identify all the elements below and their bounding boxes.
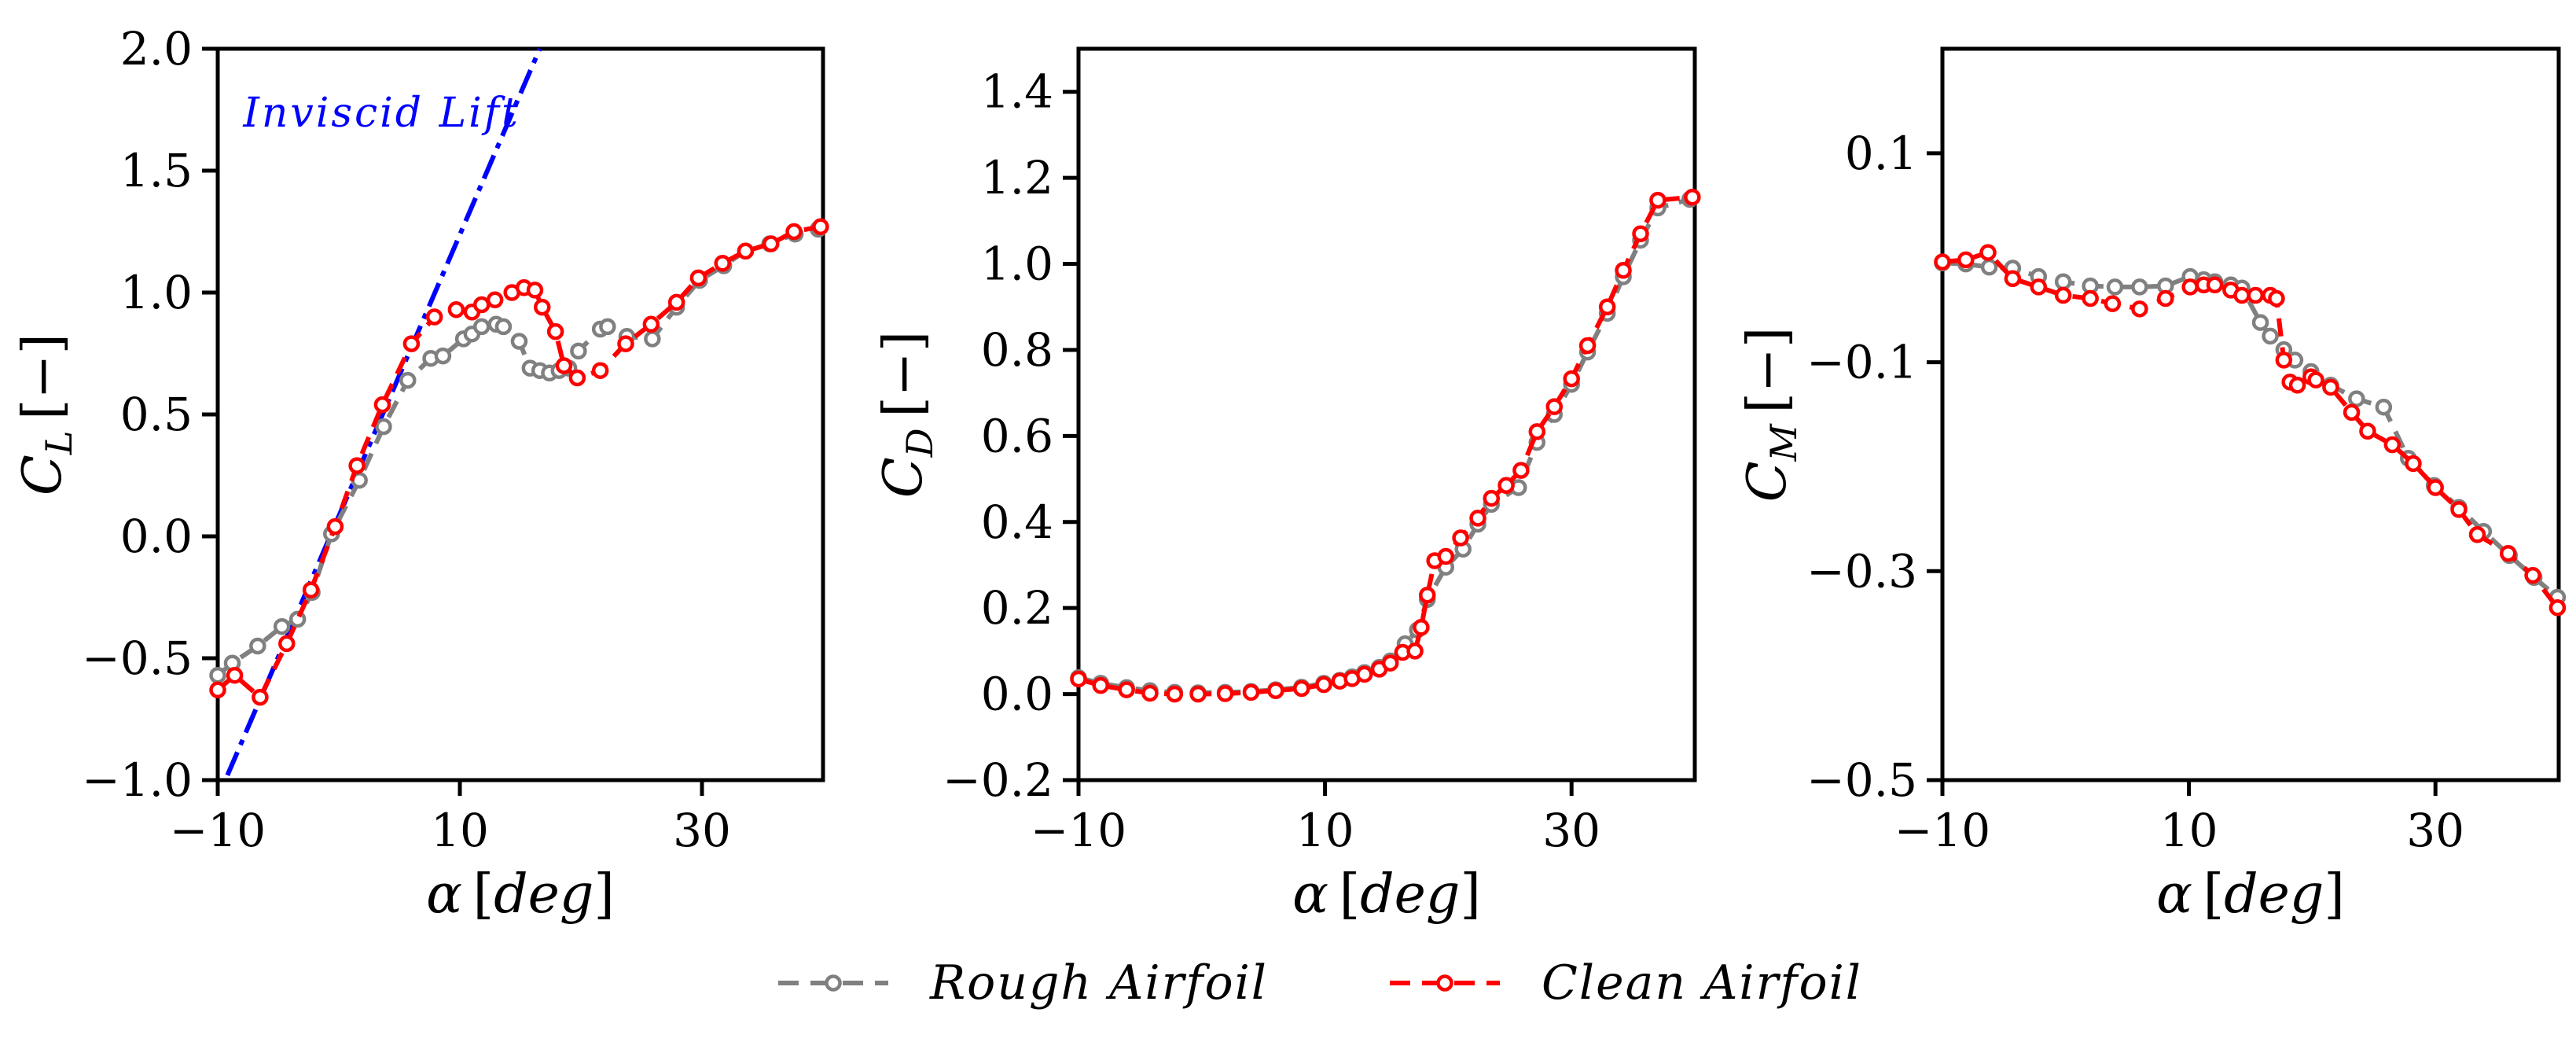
- y-tick-label: 1.4: [981, 65, 1053, 119]
- inviscid-lift-annotation: Inviscid Lift: [242, 90, 520, 137]
- x-tick-label: 10: [1296, 804, 1354, 857]
- y-tick-label: 0.0: [120, 510, 193, 563]
- y-tick-label: 1.5: [120, 144, 193, 197]
- drag-coefficient-y-axis: 1.4 1.2 1.0 0.8 0.6 0.4 0.2 0.0 −0.2: [943, 65, 1079, 807]
- legend-label-rough-airfoil: Rough Airfoil: [930, 955, 1268, 1011]
- y-tick-label: 0.8: [981, 323, 1053, 377]
- drag-coefficient-x-axis: −10 10 30: [1031, 780, 1600, 857]
- y-tick-label: 0.5: [120, 388, 193, 441]
- legend-item-rough-airfoil: Rough Airfoil: [774, 955, 1268, 1011]
- lift-coefficient-x-axis: −10 10 30: [170, 780, 731, 857]
- x-tick-label: 30: [1542, 804, 1600, 857]
- lift-coefficient-y-label: CL [−]: [12, 333, 80, 495]
- x-tick-label: 30: [673, 804, 731, 857]
- moment-coefficient-y-axis: 0.1 −0.1 −0.3 −0.5: [1806, 127, 1942, 807]
- moment-coefficient-series-clean: [1934, 244, 2567, 617]
- y-tick-label: −0.5: [1806, 753, 1917, 807]
- y-tick-label: 0.0: [981, 668, 1053, 721]
- lift-coefficient-x-label: α [deg]: [426, 863, 615, 926]
- y-tick-label: −0.2: [943, 753, 1053, 807]
- x-tick-label: 10: [431, 804, 489, 857]
- drag-coefficient-x-label: α [deg]: [1292, 863, 1481, 926]
- y-tick-label: 0.6: [981, 409, 1053, 462]
- y-tick-label: 0.2: [981, 581, 1053, 635]
- x-tick-label: 10: [2160, 804, 2218, 857]
- lift-coefficient-series-rough: [209, 220, 827, 684]
- legend-item-clean-airfoil: Clean Airfoil: [1386, 955, 1862, 1011]
- clean-airfoil-line-swatch: [1389, 974, 1500, 992]
- y-tick-label: 1.0: [981, 237, 1053, 291]
- legend: Rough Airfoil Clean Airfoil: [774, 942, 1862, 1024]
- y-tick-label: −0.3: [1806, 544, 1917, 598]
- legend-label-clean-airfoil: Clean Airfoil: [1541, 955, 1862, 1011]
- moment-coefficient-y-label: CM [−]: [1736, 327, 1805, 503]
- drag-coefficient-axes: [1076, 46, 1697, 782]
- moment-coefficient-x-label: α [deg]: [2156, 863, 2345, 926]
- x-tick-label: −10: [170, 804, 266, 857]
- y-tick-label: 1.2: [981, 151, 1053, 204]
- y-tick-label: 0.4: [981, 495, 1053, 549]
- y-tick-label: 1.0: [120, 266, 193, 319]
- drag-coefficient-y-label: CD [−]: [873, 331, 941, 499]
- moment-coefficient-series-rough: [1934, 254, 2567, 606]
- moment-coefficient-x-axis: −10 10 30: [1894, 780, 2464, 857]
- y-tick-label: −1.0: [82, 753, 193, 807]
- y-tick-label: 2.0: [120, 22, 193, 75]
- x-tick-label: −10: [1894, 804, 1990, 857]
- drag-coefficient-series-clean: [1070, 188, 1701, 703]
- x-tick-label: −10: [1031, 804, 1126, 857]
- x-tick-label: 30: [2406, 804, 2464, 857]
- lift-coefficient-series-clean: [209, 218, 829, 706]
- moment-coefficient-axes: [1940, 46, 2561, 782]
- y-tick-label: −0.5: [82, 631, 193, 685]
- y-tick-label: 0.1: [1845, 127, 1917, 180]
- rough-airfoil-line-swatch: [778, 974, 888, 992]
- y-tick-label: −0.1: [1806, 336, 1917, 389]
- lift-coefficient-y-axis: 2.0 1.5 1.0 0.5 0.0 −0.5 −1.0: [82, 22, 218, 807]
